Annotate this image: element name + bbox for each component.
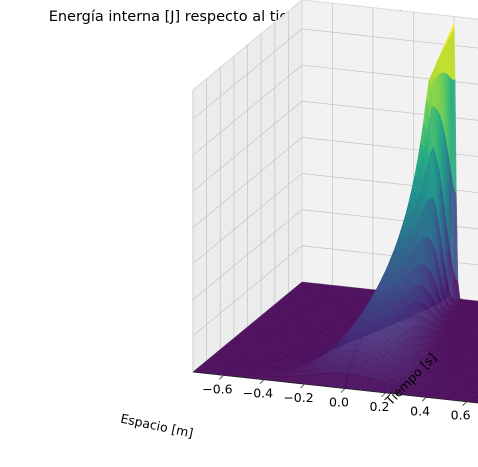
axis-ticks: −0.6−0.4−0.20.00.20.40.60255075100125150… xyxy=(192,371,478,423)
x-tick-mark-3 xyxy=(340,388,346,393)
surface-cell-57-1 xyxy=(473,397,478,401)
surface-cell-51-18 xyxy=(473,354,478,358)
surface-cell-52-16 xyxy=(475,359,478,363)
left-grid-z-5 xyxy=(192,100,303,192)
x-tick-label-6: 0.6 xyxy=(451,408,471,423)
x-tick-label-4: 0.2 xyxy=(370,399,390,414)
left-grid-z-4 xyxy=(192,137,303,228)
left-grid-z-6 xyxy=(192,64,303,156)
left-grid-z-2 xyxy=(192,209,303,301)
x-axis-label: Espacio [m] xyxy=(119,411,194,441)
surface-cell-42-37 xyxy=(474,305,478,309)
x-tick-label-0: −0.6 xyxy=(202,381,232,396)
x-tick-mark-2 xyxy=(300,383,305,389)
left-grid-z-3 xyxy=(192,173,303,264)
x-tick-label-2: −0.2 xyxy=(283,390,313,405)
x-tick-mark-6 xyxy=(462,401,467,406)
x-tick-mark-0 xyxy=(219,375,224,380)
x-tick-label-5: 0.4 xyxy=(410,403,430,418)
x-tick-mark-4 xyxy=(381,392,386,398)
surface-plot xyxy=(192,23,478,404)
surface-cell-49-23 xyxy=(474,341,478,345)
surface-cell-53-13 xyxy=(474,366,478,371)
left-grid-z-1 xyxy=(192,245,303,337)
left-grid-z-7 xyxy=(192,28,303,120)
x-tick-label-3: 0.0 xyxy=(329,395,349,410)
x-tick-mark-1 xyxy=(259,379,265,384)
x-tick-mark-5 xyxy=(421,397,427,402)
surface-cell-50-21 xyxy=(475,346,478,350)
surface-cell-56-4 xyxy=(472,389,478,393)
x-tick-label-1: −0.4 xyxy=(243,386,273,401)
surface-cell-55-7 xyxy=(473,382,478,386)
surface-cell-54-10 xyxy=(473,374,478,378)
